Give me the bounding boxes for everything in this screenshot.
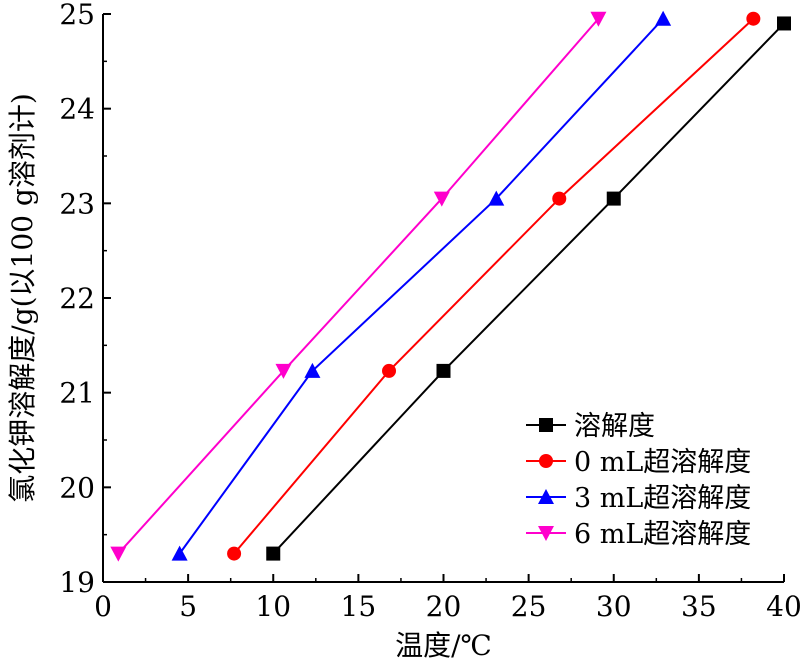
legend-swatch-marker (539, 454, 553, 468)
data-point (606, 191, 621, 206)
x-tick-label: 35 (681, 590, 717, 623)
legend-label: 0 mL超溶解度 (574, 447, 751, 478)
series-line (233, 17, 755, 555)
legend-swatch-marker (539, 418, 553, 432)
data-point (488, 190, 505, 206)
legend-item-3: 6 mL超溶解度 (526, 519, 751, 550)
series-3 (110, 11, 607, 562)
x-tick-label: 10 (255, 590, 291, 623)
y-tick-label: 19 (59, 566, 95, 599)
y-axis-title: 氯化钾溶解度/g(以100 g溶剂计) (6, 93, 39, 502)
legend-label: 6 mL超溶解度 (574, 519, 751, 550)
legend-item-1: 0 mL超溶解度 (526, 447, 751, 478)
y-tick-label: 24 (59, 93, 95, 126)
x-tick-label: 5 (179, 590, 197, 623)
series-0 (266, 16, 791, 561)
series-line (178, 18, 664, 555)
data-point (110, 546, 127, 562)
data-point (304, 362, 321, 378)
data-point (227, 546, 242, 561)
x-tick-label: 0 (94, 590, 112, 623)
data-point (171, 545, 188, 561)
data-point (746, 11, 761, 26)
y-tick-label: 20 (59, 471, 95, 504)
series-line (117, 18, 600, 555)
data-point (590, 11, 607, 27)
y-tick-label: 21 (59, 377, 95, 410)
y-tick-label: 25 (59, 0, 95, 31)
data-point (552, 191, 567, 206)
legend: 溶解度 0 mL超溶解度 3 mL超溶解度 6 mL超溶解度 (526, 411, 751, 550)
x-tick-label: 30 (596, 590, 632, 623)
data-point (777, 16, 791, 31)
data-point (275, 363, 292, 379)
legend-label: 溶解度 (574, 411, 655, 442)
legend-item-2: 3 mL超溶解度 (526, 483, 751, 514)
series-2 (171, 10, 672, 561)
series-1 (227, 11, 761, 561)
y-tick-label: 23 (59, 187, 95, 220)
axes: 0 5 10 15 20 25 30 35 40 19 20 21 22 23 24 25 (59, 0, 800, 623)
legend-item-0: 溶解度 (526, 411, 655, 442)
legend-swatch-marker (538, 526, 554, 541)
x-tick-label: 20 (426, 590, 462, 623)
legend-swatch-marker (538, 489, 554, 504)
data-point (655, 10, 672, 26)
data-point (382, 363, 397, 378)
data-point (436, 363, 451, 378)
data-point (433, 191, 450, 207)
x-tick-label: 25 (511, 590, 547, 623)
data-point (266, 546, 281, 561)
series-line (272, 22, 785, 555)
series-layer (110, 10, 791, 562)
y-tick-label: 22 (59, 282, 95, 315)
x-axis-title: 温度/℃ (395, 629, 492, 662)
legend-label: 3 mL超溶解度 (574, 483, 751, 514)
x-tick-label: 15 (341, 590, 377, 623)
x-tick-label: 40 (766, 590, 800, 623)
